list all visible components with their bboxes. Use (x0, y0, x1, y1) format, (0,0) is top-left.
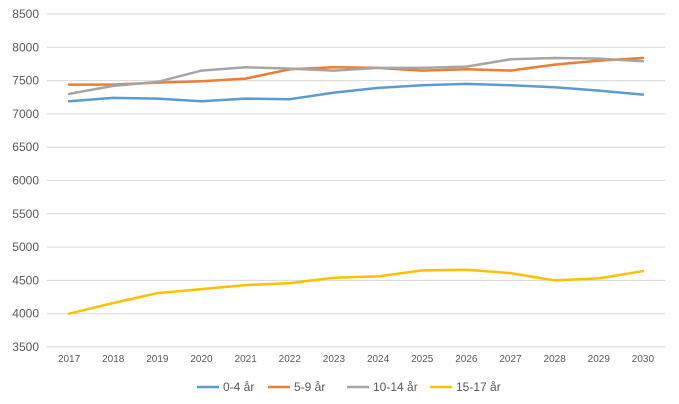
legend-item-1: 5-9 år (268, 380, 325, 394)
legend-label: 15-17 år (456, 380, 501, 394)
data-point (553, 279, 556, 282)
data-point (376, 66, 380, 70)
x-axis-ticks: 2017 2018 2019 2020 2021 2022 2023 2024 2025 2026… (58, 354, 655, 365)
data-point (376, 275, 380, 278)
x-tick-label: 2025 (411, 354, 434, 365)
series-line-0 (67, 82, 645, 103)
legend-item-2: 10-14 år (347, 380, 418, 394)
data-point (288, 67, 291, 70)
y-tick-label: 4500 (12, 273, 39, 287)
data-point (465, 65, 468, 68)
y-tick-label: 4000 (12, 307, 39, 321)
series-line-2 (67, 56, 645, 96)
y-tick-label: 8000 (12, 40, 39, 54)
x-tick-label: 2022 (279, 354, 302, 365)
data-point (421, 69, 424, 72)
data-point (244, 77, 247, 80)
data-point (332, 69, 336, 72)
legend-label: 10-14 år (373, 380, 418, 394)
y-tick-label: 3500 (12, 340, 39, 354)
x-tick-label: 2023 (323, 354, 346, 365)
data-point (509, 69, 512, 72)
data-point (553, 63, 556, 66)
data-point (509, 271, 512, 275)
x-tick-label: 2026 (455, 354, 478, 365)
data-point (156, 291, 159, 295)
data-point (112, 301, 115, 305)
data-point (421, 269, 424, 272)
legend-item-0: 0-4 år (197, 380, 254, 394)
data-point (200, 287, 203, 291)
data-point (641, 56, 645, 60)
data-point (112, 96, 115, 100)
legend-label: 0-4 år (223, 380, 254, 394)
x-tick-label: 2027 (499, 354, 522, 365)
data-point (641, 93, 645, 96)
y-tick-label: 6000 (12, 174, 39, 188)
data-point (67, 100, 71, 103)
data-point (288, 281, 291, 285)
y-tick-label: 7500 (12, 74, 39, 88)
data-point (200, 80, 203, 83)
data-point (465, 82, 468, 86)
data-point (421, 66, 424, 70)
series-line-1 (67, 56, 645, 86)
data-point (244, 97, 247, 100)
data-point (67, 83, 71, 86)
data-point (332, 276, 336, 279)
data-point (376, 86, 380, 90)
data-point (597, 277, 600, 280)
data-point (244, 66, 247, 69)
series-lines (67, 56, 645, 315)
data-point (200, 69, 203, 72)
data-point (509, 58, 512, 61)
data-point (641, 269, 645, 273)
y-tick-label: 5500 (12, 207, 39, 221)
y-axis-ticks: 3500 4000 4500 5000 5500 6000 6500 7000 7500 8000… (12, 7, 39, 354)
data-point (465, 268, 468, 271)
data-point (553, 56, 556, 60)
data-point (156, 80, 159, 84)
data-point (597, 57, 600, 60)
data-point (112, 84, 115, 88)
data-point (465, 68, 468, 71)
gridlines (47, 13, 665, 348)
y-tick-label: 5000 (12, 240, 39, 254)
data-point (200, 100, 203, 103)
x-tick-label: 2028 (544, 354, 567, 365)
data-point (156, 97, 159, 100)
x-tick-label: 2029 (588, 354, 611, 365)
x-tick-label: 2021 (235, 354, 258, 365)
data-point (288, 98, 291, 101)
series-line-3 (67, 268, 645, 315)
x-tick-label: 2030 (632, 354, 655, 365)
data-point (332, 91, 336, 94)
data-point (641, 60, 645, 63)
y-tick-label: 7000 (12, 107, 39, 121)
legend-item-3: 15-17 år (430, 380, 501, 394)
data-point (553, 86, 556, 89)
data-point (597, 59, 600, 62)
x-tick-label: 2020 (190, 354, 213, 365)
legend: 0-4 år 5-9 år 10-14 år 15-17 år (197, 380, 501, 394)
data-point (421, 84, 424, 87)
x-tick-label: 2024 (367, 354, 390, 365)
x-tick-label: 2017 (58, 354, 81, 365)
data-point (597, 89, 600, 92)
data-point (332, 66, 336, 69)
x-tick-label: 2018 (102, 354, 125, 365)
legend-label: 5-9 år (294, 380, 325, 394)
data-point (509, 84, 512, 87)
y-tick-label: 6500 (12, 140, 39, 154)
data-point (67, 312, 71, 315)
y-tick-label: 8500 (12, 7, 39, 21)
data-point (67, 92, 71, 96)
x-tick-label: 2019 (146, 354, 169, 365)
data-point (244, 283, 247, 287)
